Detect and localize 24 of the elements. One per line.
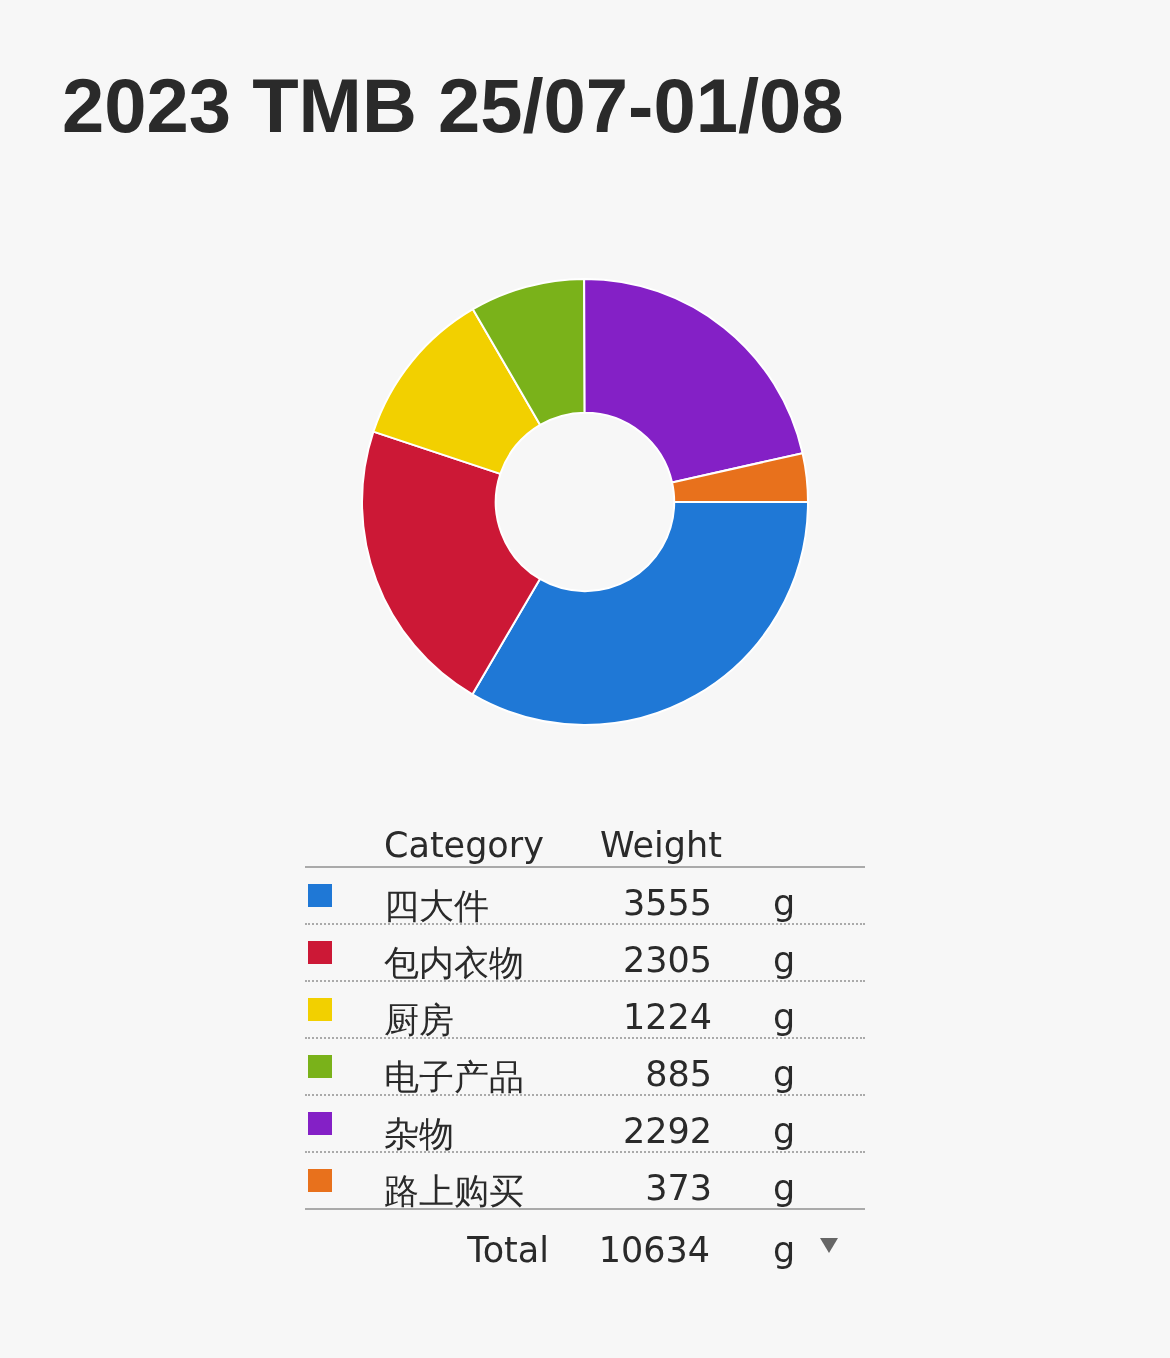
text: g (773, 1111, 796, 1151)
legend-title: Category (384, 825, 544, 865)
text: g (773, 1230, 796, 1270)
data-label: 885 (645, 1054, 712, 1094)
chart-title: 2023 TMB 25/07-01/08 (62, 63, 844, 148)
text: Total (467, 1230, 549, 1270)
data-label: 2292 (622, 1111, 712, 1151)
data-label: 1224 (622, 997, 712, 1037)
text: g (773, 940, 796, 980)
text: g (773, 997, 796, 1037)
legend-label: 厨房 (384, 999, 454, 1042)
text: g (773, 1168, 796, 1208)
legend-label: 电子产品 (384, 1056, 524, 1099)
text: 10634 (598, 1230, 710, 1270)
legend-label: 包内衣物 (384, 942, 524, 985)
data-label: 3555 (622, 883, 712, 923)
data-label: 2305 (622, 940, 712, 980)
legend-label: 路上购买 (384, 1170, 524, 1213)
text: Weight (600, 825, 722, 865)
text: g (773, 883, 796, 923)
text: g (773, 1054, 796, 1094)
legend-label: 四大件 (384, 885, 489, 928)
legend-label: 杂物 (384, 1113, 454, 1156)
data-label: 373 (645, 1168, 712, 1208)
